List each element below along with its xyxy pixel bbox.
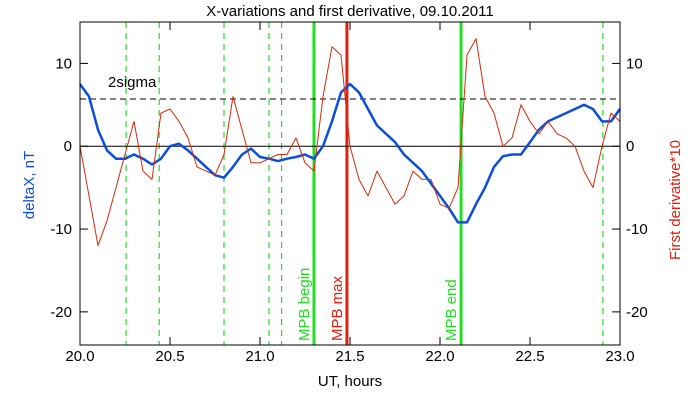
x-tick-label: 23.0 xyxy=(605,348,634,365)
y2-tick-label: 0 xyxy=(626,138,634,155)
plot-frame xyxy=(79,21,621,346)
y-tick-label: -20 xyxy=(50,304,72,321)
marker-label: MPB begin xyxy=(296,268,313,341)
y-axis-label: deltaX, nT xyxy=(21,151,38,219)
y2-tick-label: -20 xyxy=(626,304,648,321)
x-tick-label: 21.5 xyxy=(335,348,364,365)
reference-label: 2sigma xyxy=(108,74,157,91)
marker-label: MPB end xyxy=(443,279,460,341)
y2-tick-label: 10 xyxy=(626,55,643,72)
y-tick-label: 0 xyxy=(64,138,72,155)
y-tick-label: 10 xyxy=(55,55,72,72)
x-axis-label: UT, hours xyxy=(318,373,382,390)
marker-label: MPB max xyxy=(329,275,346,341)
series-line xyxy=(79,38,621,247)
x-tick-label: 20.5 xyxy=(155,348,184,365)
y2-axis-label: First derivative*10 xyxy=(667,140,684,260)
x-tick-label: 21.0 xyxy=(245,348,274,365)
series-line xyxy=(78,82,622,224)
x-tick-label: 22.5 xyxy=(515,348,544,365)
x-tick-label: 20.0 xyxy=(65,348,94,365)
x-tick-label: 22.0 xyxy=(425,348,454,365)
y2-tick-label: -10 xyxy=(626,221,648,238)
y-tick-label: -10 xyxy=(50,221,72,238)
chart-title: X-variations and first derivative, 09.10… xyxy=(206,3,493,20)
